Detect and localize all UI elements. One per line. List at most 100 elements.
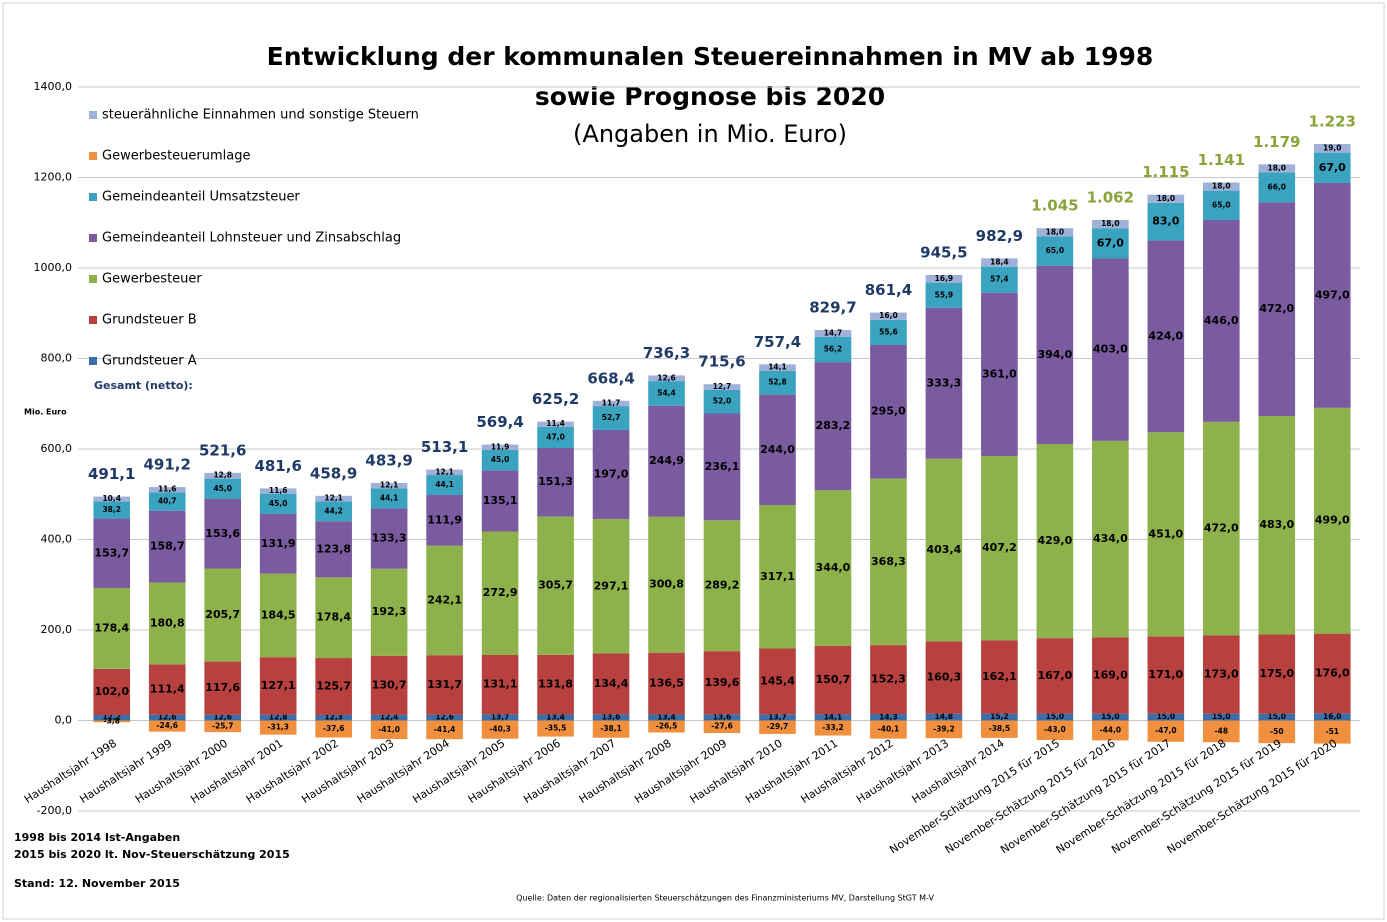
data-label: 297,1 [594, 579, 629, 592]
data-label: -25,7 [212, 721, 234, 730]
data-label: -41,4 [434, 725, 456, 734]
bar-segment [648, 516, 685, 653]
bar-segment [925, 282, 963, 308]
bar-segment [204, 661, 242, 715]
data-label: -47,0 [1155, 726, 1177, 735]
data-label: 14,1 [824, 712, 843, 721]
data-label: 12,1 [380, 481, 399, 490]
bar-segment [703, 413, 741, 521]
bar-segment [1092, 720, 1129, 741]
total-label: 483,9 [365, 451, 412, 469]
data-label: 429,0 [1037, 534, 1072, 547]
bar-segment [814, 330, 852, 337]
bar-segment [981, 258, 1018, 267]
bar-segment [1147, 202, 1185, 241]
bar-segment [1147, 432, 1185, 637]
bar-segment [1147, 240, 1185, 433]
y-tick-label: 1200,0 [34, 171, 73, 184]
total-label: 458,9 [310, 464, 357, 482]
bar-segment [759, 394, 796, 506]
data-label: 197,0 [594, 468, 629, 481]
legend-swatch [89, 234, 97, 242]
bar-segment [426, 655, 463, 715]
note: 1998 bis 2014 Ist-Angaben [14, 831, 180, 844]
bar-segment [1202, 182, 1240, 191]
data-label: -38,5 [989, 724, 1011, 733]
total-label: 861,4 [865, 281, 912, 299]
bar-segment [1036, 444, 1074, 639]
legend-label: steuerähnliche Einnahmen und sonstige St… [102, 108, 419, 123]
data-label: 13,4 [546, 712, 565, 721]
bar-segment [370, 482, 408, 489]
data-label: -39,2 [933, 724, 955, 733]
bar-segment [870, 312, 907, 320]
bar-segment [259, 488, 297, 494]
data-label: 150,7 [816, 673, 851, 686]
bar-segment [370, 568, 408, 656]
total-label: 513,1 [421, 438, 468, 456]
data-label: 65,0 [1046, 246, 1065, 255]
data-label: -44,0 [1100, 725, 1122, 734]
bar-segment [1036, 720, 1074, 740]
data-label: 40,7 [158, 497, 177, 506]
bar-segment [537, 421, 574, 427]
bar-segment [981, 266, 1018, 293]
bar-segment [204, 472, 242, 479]
bar-segment [93, 714, 131, 721]
bar-segment [481, 444, 519, 450]
bar-segment [370, 714, 408, 721]
bar-segment [1313, 182, 1351, 408]
bar-segment [426, 714, 463, 721]
data-label: 67,0 [1319, 161, 1346, 174]
data-label: 131,8 [538, 678, 573, 691]
data-label: 131,9 [261, 537, 296, 550]
bar-segment [981, 292, 1018, 457]
bar-segment [648, 720, 685, 733]
data-label: -27,6 [711, 722, 733, 731]
data-label: 13,6 [602, 712, 621, 721]
chart-subtitle: sowie Prognose bis 2020 [535, 82, 885, 111]
legend-label: Gewerbesteuer [102, 272, 202, 287]
totals-legend: Gesamt (netto): [94, 379, 193, 392]
bar-segment [315, 577, 352, 659]
data-label: 472,0 [1204, 522, 1239, 535]
total-label: 481,6 [254, 457, 301, 475]
bar-segment [925, 713, 963, 721]
bar-segment [93, 496, 131, 502]
bar-segment [93, 720, 131, 723]
bar-segment [204, 714, 242, 721]
data-label: 175,0 [1259, 667, 1294, 680]
data-label: 283,2 [816, 419, 851, 432]
bar-segment [259, 714, 297, 721]
data-label: 236,1 [705, 460, 740, 473]
y-tick-label: 600,0 [41, 442, 73, 455]
bar-segment [759, 370, 796, 395]
data-label: -35,5 [545, 724, 567, 733]
total-label: 521,6 [199, 441, 246, 459]
bar-segment [481, 720, 519, 739]
data-label: 38,2 [102, 505, 121, 514]
bar-segment [1147, 720, 1185, 742]
total-label: 757,4 [754, 333, 801, 351]
bar-segment [814, 714, 852, 721]
bar-segment [870, 478, 907, 646]
data-label: 173,0 [1204, 668, 1239, 681]
legend-label: Gemeindeanteil Lohnsteuer und Zinsabschl… [102, 231, 401, 246]
data-label: 11,6 [158, 485, 177, 494]
chart-title: Entwicklung der kommunalen Steuereinnahm… [267, 42, 1154, 71]
bar-segment [981, 456, 1018, 641]
data-label: 133,3 [372, 532, 407, 545]
bar-segment [259, 493, 297, 515]
data-label: -40,1 [878, 725, 900, 734]
data-label: 300,8 [649, 578, 684, 591]
bar-segment [925, 274, 963, 283]
data-label: 176,0 [1315, 666, 1350, 679]
data-label: -26,5 [656, 721, 678, 730]
y-tick-label: 400,0 [41, 533, 73, 546]
bar-segment [370, 655, 408, 715]
data-label: 11,9 [491, 442, 510, 451]
bar-segment [93, 588, 131, 669]
data-label: 66,0 [1268, 182, 1287, 191]
data-label: 152,3 [871, 673, 906, 686]
data-label: 171,0 [1148, 668, 1183, 681]
